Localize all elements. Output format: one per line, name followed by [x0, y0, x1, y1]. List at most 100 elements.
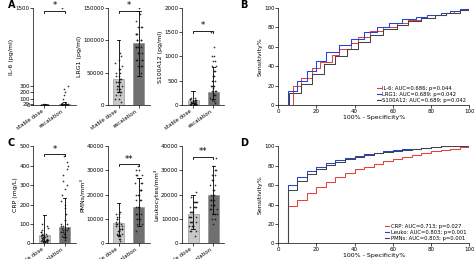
- Point: [133, 58, 140, 62]
- Point: [60, 103, 68, 107]
- Point: [210, 212, 217, 216]
- Point: [43, 103, 50, 107]
- Point: [117, 227, 124, 231]
- Point: [190, 102, 197, 106]
- Legend: CRP: AUC=0.713; p=0.027, Leuko: AUC=0.803; p=0.001, PMNs: AUC=0.803; p=0.001: CRP: AUC=0.713; p=0.027, Leuko: AUC=0.80…: [385, 224, 466, 241]
- Point: [186, 97, 193, 101]
- Point: [112, 74, 120, 78]
- Point: [137, 181, 145, 185]
- Point: [134, 217, 141, 221]
- Point: [61, 90, 69, 94]
- Point: [113, 222, 120, 226]
- Y-axis label: PMNs/mm³: PMNs/mm³: [80, 178, 85, 212]
- Point: [137, 217, 144, 221]
- Point: [64, 160, 71, 164]
- Point: [62, 102, 70, 106]
- Point: [118, 224, 126, 228]
- Point: [62, 206, 69, 211]
- Y-axis label: Sensitivity%: Sensitivity%: [258, 37, 263, 76]
- Text: A: A: [8, 0, 15, 10]
- Point: [64, 102, 72, 106]
- Point: [59, 103, 66, 107]
- Point: [59, 179, 66, 183]
- Point: [57, 102, 65, 106]
- Point: [191, 99, 199, 103]
- Point: [115, 234, 123, 238]
- Point: [189, 210, 197, 214]
- Point: [208, 173, 216, 177]
- Point: [137, 188, 145, 192]
- Point: [192, 102, 200, 106]
- Point: [43, 239, 51, 243]
- Point: [212, 89, 219, 93]
- Point: [40, 102, 48, 106]
- Point: [62, 103, 70, 107]
- Point: [113, 87, 121, 91]
- Y-axis label: CRP (mg/L): CRP (mg/L): [13, 177, 18, 212]
- Point: [133, 198, 140, 202]
- Point: [116, 229, 123, 233]
- Point: [134, 25, 142, 29]
- Point: [137, 71, 145, 75]
- Point: [43, 103, 50, 107]
- X-axis label: 100% - Specificity%: 100% - Specificity%: [343, 115, 405, 120]
- Point: [61, 187, 69, 191]
- Point: [44, 103, 52, 107]
- Point: [187, 96, 195, 100]
- Point: [193, 200, 201, 204]
- Point: [192, 215, 200, 219]
- Point: [138, 25, 146, 29]
- Point: [191, 102, 198, 106]
- Point: [62, 238, 69, 242]
- Point: [186, 210, 194, 214]
- Point: [192, 190, 200, 195]
- Point: [39, 236, 47, 241]
- Bar: [39, 235, 50, 243]
- Point: [116, 71, 124, 75]
- Point: [62, 102, 69, 106]
- Point: [206, 207, 214, 211]
- Point: [113, 215, 121, 219]
- Point: [44, 226, 52, 230]
- Point: [189, 224, 197, 228]
- Point: [43, 103, 51, 107]
- Point: [37, 103, 45, 107]
- Point: [42, 103, 49, 107]
- Point: [115, 97, 123, 101]
- Point: [132, 193, 140, 197]
- Point: [58, 101, 65, 105]
- Point: [38, 238, 46, 242]
- Point: [39, 239, 46, 243]
- Point: [212, 168, 219, 172]
- Point: [42, 103, 49, 107]
- Point: [135, 64, 143, 68]
- Point: [40, 103, 48, 107]
- Point: [210, 203, 218, 207]
- Point: [210, 93, 218, 97]
- Point: [118, 227, 126, 231]
- X-axis label: 100% - Specificity%: 100% - Specificity%: [343, 253, 405, 258]
- Point: [132, 173, 139, 177]
- Point: [207, 30, 215, 34]
- Point: [115, 84, 122, 88]
- Point: [212, 64, 219, 68]
- Point: [116, 93, 123, 97]
- Point: [188, 101, 196, 105]
- Point: [117, 90, 124, 94]
- Point: [189, 224, 197, 228]
- Point: [115, 229, 122, 233]
- Point: [210, 188, 218, 192]
- Point: [112, 219, 120, 224]
- Point: [210, 86, 217, 90]
- Point: [132, 45, 140, 49]
- Point: [41, 103, 48, 107]
- Point: [132, 45, 140, 49]
- Point: [57, 230, 65, 234]
- Point: [211, 101, 219, 105]
- Point: [117, 236, 124, 241]
- Point: [60, 93, 67, 97]
- Point: [58, 102, 66, 106]
- Point: [138, 58, 146, 62]
- Point: [117, 80, 124, 84]
- Point: [44, 103, 51, 107]
